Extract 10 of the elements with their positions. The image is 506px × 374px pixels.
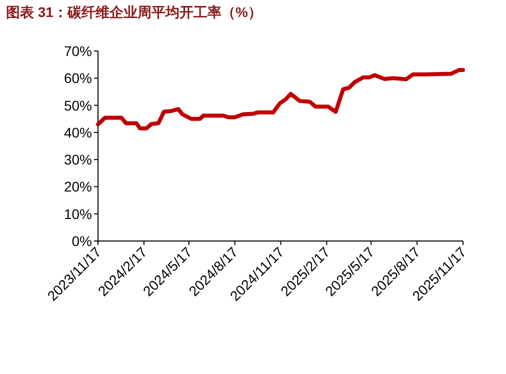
y-tick-label: 30% xyxy=(64,152,92,168)
y-tick-label: 10% xyxy=(64,206,92,222)
title: 图表 31：碳纤维企业周平均开工率（%） xyxy=(6,4,262,20)
line-series xyxy=(96,68,465,130)
y-tick-label: 50% xyxy=(64,97,92,114)
y-tick-label: 0% xyxy=(72,233,92,249)
y-tick-label: 70% xyxy=(64,43,92,59)
y-tick-label: 20% xyxy=(64,178,92,195)
y-tick-label: 60% xyxy=(64,70,92,86)
y-tick-label: 40% xyxy=(64,124,92,140)
